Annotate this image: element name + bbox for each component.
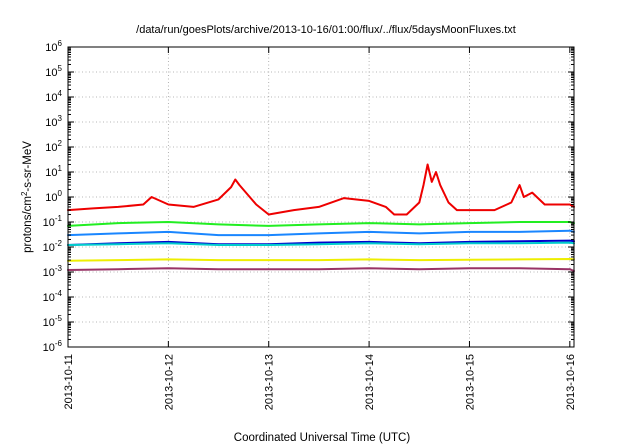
x-axis-label: Coordinated Universal Time (UTC) (234, 432, 411, 444)
y-tick-label-base: 10 (43, 267, 55, 279)
series-group (67, 163, 575, 272)
y-axis-label-base: protons/cm (22, 196, 34, 253)
y-tick-label: 10-4 (43, 289, 63, 304)
y-tick-label-exp: 6 (58, 39, 63, 48)
y-tick-label-base: 10 (45, 42, 57, 54)
x-tick-label: 2013-10-15 (464, 354, 476, 410)
y-axis-label-sup: 2 (20, 191, 29, 196)
y-tick-label: 104 (45, 89, 62, 104)
y-tick-label-base: 10 (43, 217, 55, 229)
y-axis-label: protons/cm2-s-sr-MeV (20, 141, 34, 253)
y-axis-label-rest: -s-sr-MeV (22, 141, 34, 192)
y-tick-label-exp: -2 (55, 239, 63, 248)
ticks (67, 46, 574, 348)
y-tick-label-exp: -3 (55, 264, 63, 273)
series-line-1 (67, 163, 575, 216)
y-tick-label-exp: -4 (55, 289, 63, 298)
y-tick-label-exp: -5 (55, 314, 63, 323)
y-tick-label-exp: 2 (58, 139, 63, 148)
x-tick-label: 2013-10-13 (264, 354, 276, 410)
y-tick-label: 103 (45, 114, 62, 129)
y-tick-label: 10-2 (43, 239, 63, 254)
y-tick-label-base: 10 (43, 317, 55, 329)
y-tick-label-exp: 5 (58, 64, 63, 73)
y-tick-label-exp: -6 (55, 339, 63, 348)
y-tick-labels: 10-610-510-410-310-210-11001011021031041… (43, 39, 63, 354)
series-line-6 (67, 258, 575, 262)
y-tick-label-exp: 3 (58, 114, 63, 123)
y-tick-label-base: 10 (45, 167, 57, 179)
y-tick-label-base: 10 (43, 342, 55, 354)
y-tick-label-base: 10 (43, 242, 55, 254)
y-tick-label-base: 10 (45, 192, 57, 204)
y-tick-label: 102 (45, 139, 62, 154)
y-tick-label-exp: -1 (55, 214, 63, 223)
x-tick-label: 2013-10-11 (63, 354, 75, 409)
series-line-7 (67, 267, 575, 272)
x-tick-label: 2013-10-16 (565, 354, 577, 410)
y-tick-label: 100 (45, 189, 62, 204)
y-tick-label-base: 10 (43, 292, 55, 304)
series-line-3 (67, 229, 575, 237)
y-tick-label-base: 10 (45, 142, 57, 154)
y-tick-label-base: 10 (45, 67, 57, 79)
y-tick-label: 10-1 (43, 214, 63, 229)
x-tick-label: 2013-10-12 (163, 354, 175, 410)
y-tick-label: 101 (45, 164, 62, 179)
y-tick-label-exp: 1 (58, 164, 63, 173)
y-tick-label-base: 10 (45, 92, 57, 104)
y-tick-label-exp: 4 (58, 89, 63, 98)
x-tick-label: 2013-10-14 (364, 354, 376, 410)
x-tick-labels: 2013-10-11 2013-10-12 2013-10-13 2013-10-14… (63, 354, 577, 410)
series-line-2 (67, 221, 575, 227)
y-tick-label: 10-6 (43, 339, 63, 354)
y-tick-label: 105 (45, 64, 62, 79)
y-tick-label: 10-3 (43, 264, 63, 279)
y-tick-label: 10-5 (43, 314, 63, 329)
chart-title: /data/run/goesPlots/archive/2013-10-16/0… (136, 24, 516, 36)
series-line-4 (67, 241, 575, 246)
y-tick-label: 106 (45, 39, 62, 54)
y-tick-label-base: 10 (45, 117, 57, 129)
y-tick-label-exp: 0 (58, 189, 63, 198)
grid (68, 47, 574, 347)
series-line-5 (67, 239, 575, 246)
